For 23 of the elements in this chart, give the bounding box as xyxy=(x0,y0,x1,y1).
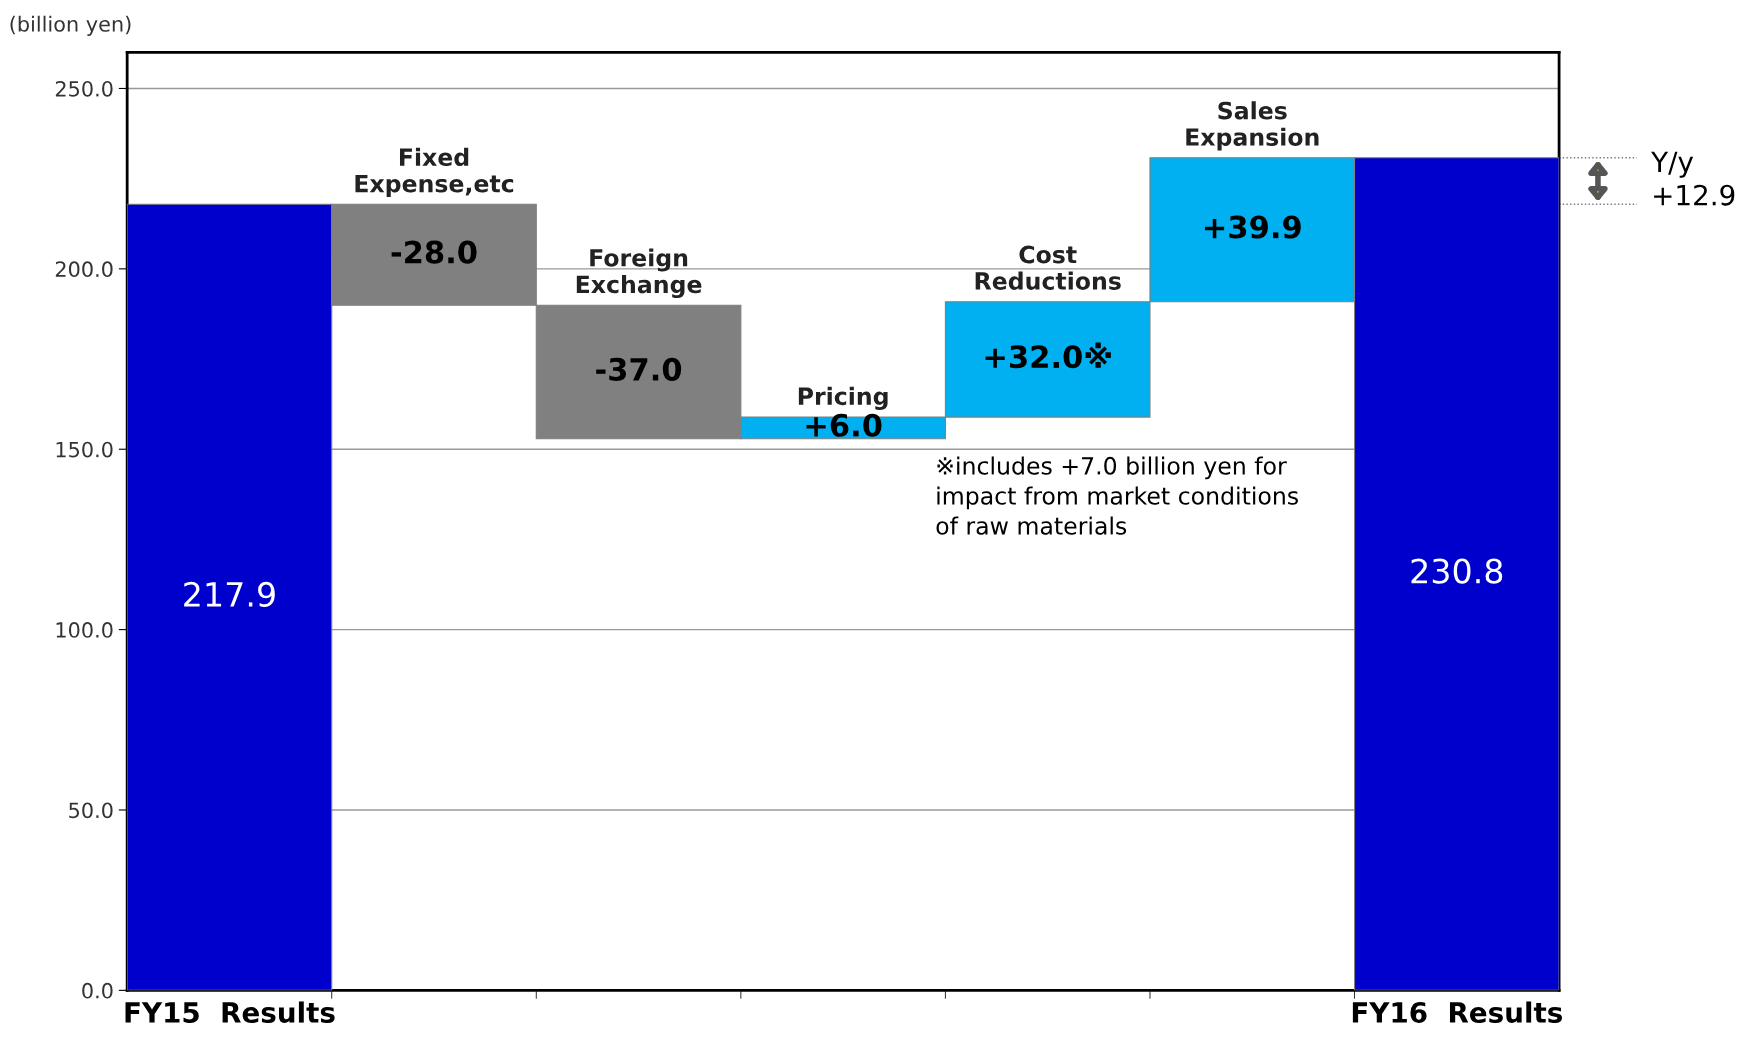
x-tick-label: Fixed Expense,etc xyxy=(355,147,514,198)
data-label: +39.9 xyxy=(1204,215,1301,239)
text: Y/y +12.9 xyxy=(1651,151,1735,206)
data-label: 217.9 xyxy=(184,581,275,607)
annotation: ※includes +7.0 billion yen for impact from market conditions of raw materials xyxy=(936,456,1298,535)
y-axis-title: (billion yen) xyxy=(10,15,131,36)
data-label: +32.0※ xyxy=(985,342,1111,369)
data-label: -37.0 xyxy=(596,357,682,381)
data-label: -28.0 xyxy=(391,240,477,264)
x-tick-label: FY15 Results xyxy=(125,1001,335,1023)
y-tick-label: 250.0 xyxy=(55,80,113,97)
x-tick-label: Sales Expansion xyxy=(1186,101,1319,151)
data-label: +6.0 xyxy=(806,413,882,437)
x-tick-label: Pricing xyxy=(798,386,888,410)
x-tick-label: Cost Reductions xyxy=(975,245,1121,290)
y-tick-label: 0.0 xyxy=(82,982,113,999)
y-tick-label: 200.0 xyxy=(55,261,113,278)
x-tick-label: Foreign Exchange xyxy=(576,248,702,299)
y-tick-label: 150.0 xyxy=(56,441,113,458)
y-tick-label: 100.0 xyxy=(56,622,113,638)
x-tick-label: FY16 Results xyxy=(1352,1001,1562,1023)
y-tick-label: 50.0 xyxy=(69,802,113,819)
data-label: 230.8 xyxy=(1411,558,1503,584)
